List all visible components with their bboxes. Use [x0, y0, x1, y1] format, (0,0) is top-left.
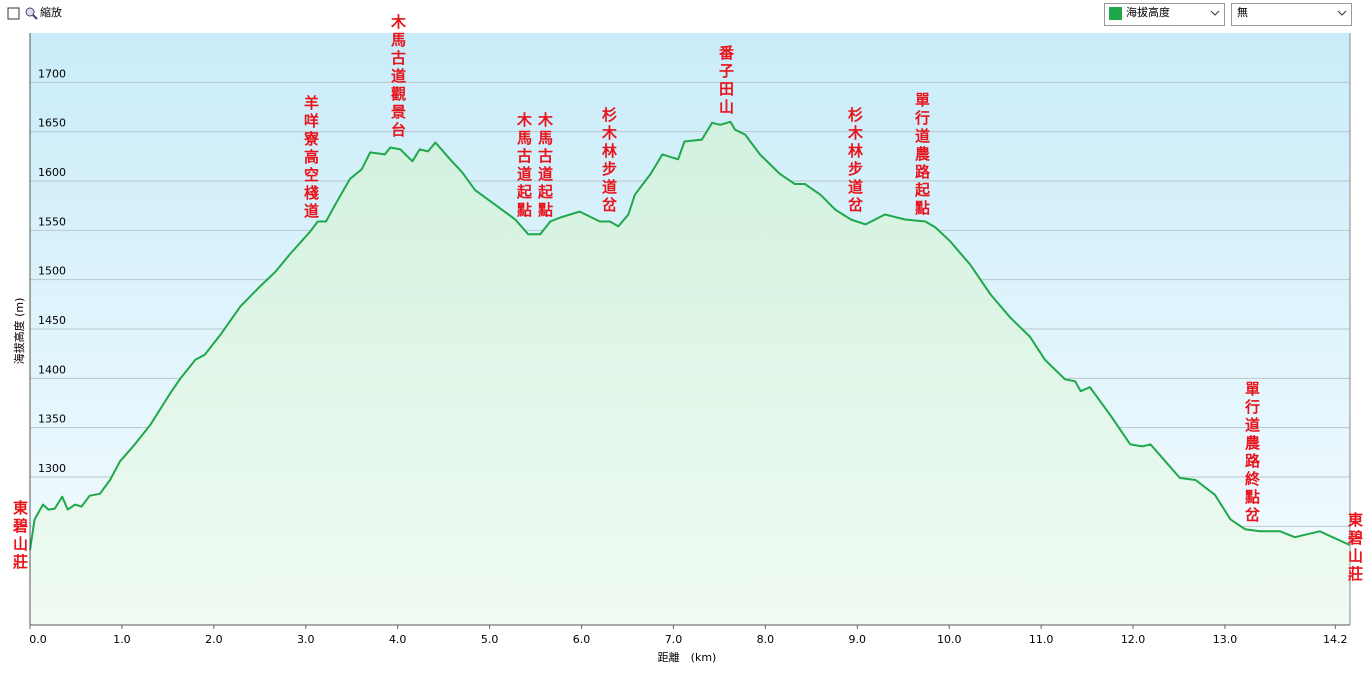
series-select-label: 海拔高度 — [1126, 5, 1170, 19]
x-tick-label: 10.0 — [937, 633, 962, 646]
y-axis-label: 海拔高度 (m) — [12, 298, 26, 365]
x-tick-label: 5.0 — [481, 633, 499, 646]
waypoint-label: 木馬古道起點 — [515, 111, 533, 220]
overlay-select[interactable] — [1231, 3, 1352, 26]
waypoint-label: 東碧山莊 — [11, 499, 29, 572]
zoom-icon-handle — [32, 14, 38, 20]
waypoint-label: 木馬古道起點 — [536, 111, 554, 220]
x-tick-label: 1.0 — [113, 633, 131, 646]
x-tick-label: 9.0 — [849, 633, 867, 646]
x-tick-label: 0.0 — [29, 633, 47, 646]
waypoint-label: 木馬古道觀景台 — [389, 13, 407, 140]
zoom-checkbox[interactable] — [7, 7, 20, 20]
x-tick-label: 8.0 — [757, 633, 775, 646]
x-tick-label: 2.0 — [205, 633, 223, 646]
zoom-icon — [25, 7, 35, 17]
series-swatch — [1109, 7, 1122, 20]
chevron — [1337, 10, 1347, 16]
waypoint-label: 杉木林步道岔 — [600, 106, 618, 215]
y-tick-label: 1500 — [38, 265, 66, 278]
waypoint-label: 番子田山 — [717, 44, 735, 117]
waypoint-label: 單行道農路起點 — [913, 92, 931, 218]
x-tick-label: 6.0 — [573, 633, 591, 646]
y-tick-label: 1650 — [38, 117, 66, 130]
zoom-label: 縮放 — [40, 5, 62, 19]
x-axis-label: 距離 (km) — [658, 650, 717, 664]
x-tick-label: 4.0 — [389, 633, 407, 646]
chevron — [1210, 10, 1220, 16]
y-tick-label: 1400 — [38, 363, 66, 376]
x-tick-label: 12.0 — [1121, 633, 1146, 646]
waypoint-label: 東碧山莊 — [1346, 511, 1363, 584]
y-tick-label: 1600 — [38, 166, 66, 179]
y-tick-label: 1450 — [38, 314, 66, 327]
elevation-line — [29, 120, 1351, 551]
y-tick-label: 1550 — [38, 215, 66, 228]
waypoint-label: 羊咩寮高空棧道 — [302, 94, 320, 221]
x-tick-label: 13.0 — [1213, 633, 1238, 646]
waypoint-label: 杉木林步道岔 — [846, 106, 864, 215]
y-tick-label: 1700 — [38, 67, 66, 80]
x-tick-label: 11.0 — [1029, 633, 1054, 646]
toolbar: 縮放 海拔高度 無 — [7, 3, 1352, 26]
y-tick-label: 1300 — [38, 462, 66, 475]
series-select[interactable] — [1104, 3, 1225, 26]
overlay-select-label: 無 — [1237, 5, 1248, 19]
waypoint-label: 單行道農路終點岔 — [1243, 381, 1261, 525]
x-tick-label: 7.0 — [665, 633, 683, 646]
y-tick-label: 1350 — [38, 413, 66, 426]
x-tick-label: 3.0 — [297, 633, 315, 646]
area-fill — [30, 121, 1350, 626]
x-tick-label: 14.2 — [1323, 633, 1348, 646]
